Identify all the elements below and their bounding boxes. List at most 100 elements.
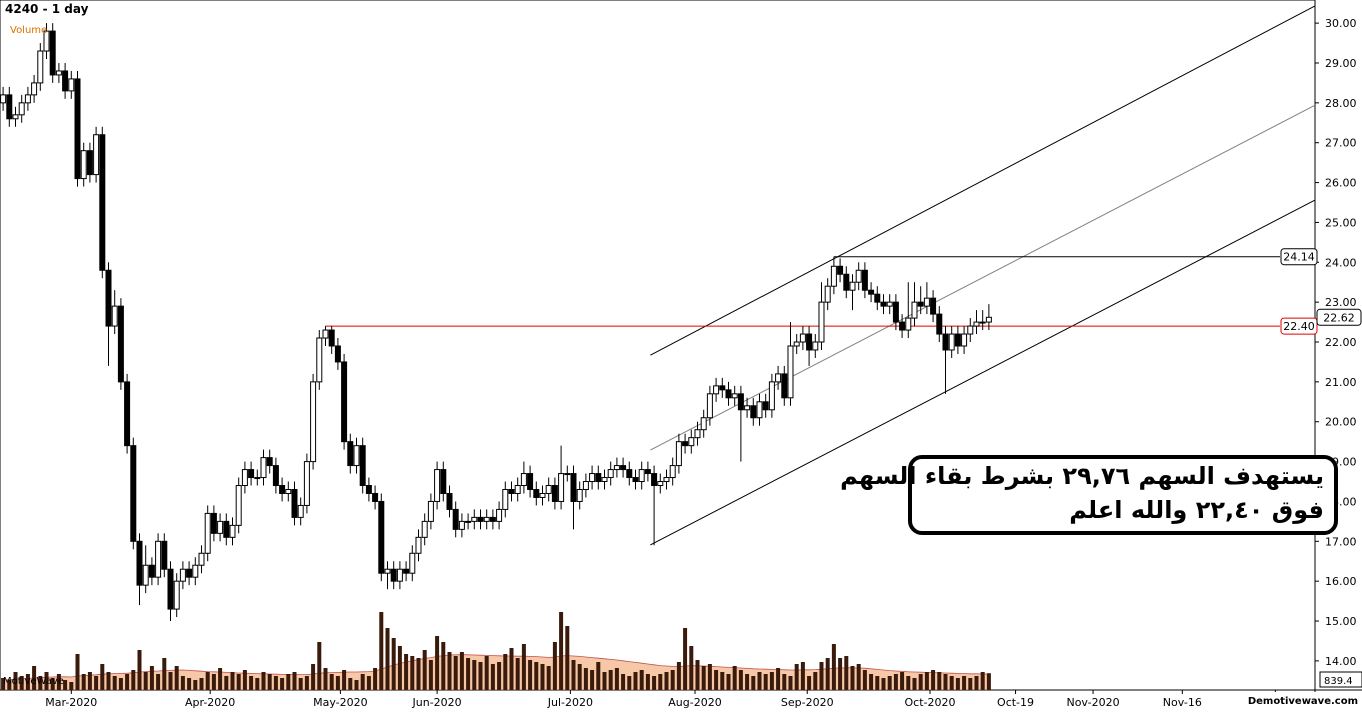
y-tick-label: 25.00: [1325, 216, 1357, 229]
volume-bar: [255, 678, 260, 690]
volume-bar: [838, 658, 843, 690]
candle-body: [334, 345, 341, 363]
volume-bar: [714, 670, 719, 690]
candle-body: [527, 473, 534, 490]
candle-body: [341, 361, 348, 443]
candle-body: [6, 94, 13, 120]
volume-bar: [937, 672, 942, 690]
candle-body: [18, 102, 25, 116]
candle-body: [272, 465, 279, 487]
plot-frame: [0, 0, 1316, 691]
candle-body: [496, 508, 503, 522]
volume-bar: [831, 644, 836, 690]
candle-body: [905, 317, 912, 331]
volume-bar: [317, 642, 322, 690]
trend-line: [650, 199, 1315, 546]
candle-body: [93, 134, 100, 176]
volume-bar: [69, 682, 74, 690]
volume-bar: [676, 662, 681, 690]
volume-bar: [825, 658, 830, 690]
candle-body: [111, 305, 118, 327]
volume-bar: [459, 652, 464, 690]
candle-body: [68, 78, 75, 92]
candle-body: [651, 473, 658, 487]
volume-bar: [106, 672, 111, 690]
volume-bar: [726, 674, 731, 690]
plot: [0, 5, 1315, 690]
volume-bar: [292, 672, 297, 690]
volume-bar: [280, 678, 285, 690]
candle-body: [124, 381, 131, 447]
volume-bar: [906, 676, 911, 690]
candle-body: [161, 540, 168, 570]
candle-body: [409, 552, 416, 574]
volume-bar: [478, 662, 483, 690]
volume-bar: [931, 670, 936, 690]
x-tick-label: Oct-2020: [904, 696, 955, 709]
watermark-bg: [1235, 692, 1362, 712]
volume-bar: [218, 668, 223, 690]
volume-bar: [497, 662, 502, 690]
volume-bar: [187, 678, 192, 690]
candle-body: [210, 512, 217, 534]
candle-body: [917, 301, 924, 307]
volume-bar: [949, 676, 954, 690]
candle-body: [719, 385, 726, 391]
volume-bar: [87, 672, 92, 690]
y-tick-label: 30.00: [1325, 17, 1357, 30]
volume-bar: [447, 652, 452, 690]
candle-body: [285, 488, 292, 494]
candle-body: [861, 269, 868, 291]
x-tick-label: May-2020: [313, 696, 368, 709]
y-tick-label: 24.00: [1325, 256, 1357, 269]
candle-body: [316, 337, 323, 383]
candle-body: [217, 520, 224, 534]
candle-body: [0, 94, 7, 104]
candle-body: [12, 114, 19, 120]
volume-bar: [986, 673, 991, 690]
candle-body: [452, 508, 459, 530]
candle-body: [502, 488, 509, 510]
volume-bar: [918, 674, 923, 690]
volume-bar: [180, 676, 185, 690]
volume-bar: [924, 672, 929, 690]
candle-body: [384, 568, 391, 574]
annotation: يستهدف السهم ٢٩,٧٦ بشرط بقاء السهم فوق ٢…: [840, 455, 1338, 535]
candle-body: [458, 520, 465, 530]
volume-bar: [335, 676, 340, 690]
candle-body: [266, 457, 273, 467]
y-tick-label: 14.00: [1325, 655, 1357, 668]
candle-body: [80, 150, 87, 180]
candle-body: [669, 465, 676, 479]
x-tick-label: Jul-2020: [547, 696, 593, 709]
volume-bar: [397, 646, 402, 690]
volume-bar: [7, 680, 12, 690]
volume-bar: [286, 674, 291, 690]
volume-bar: [540, 664, 545, 690]
volume-bar: [819, 662, 824, 690]
trend-line: [650, 5, 1315, 356]
candle-body: [198, 552, 205, 566]
volume-bar: [645, 674, 650, 690]
volume-bar: [410, 656, 415, 690]
candle-body: [775, 373, 782, 383]
volume-bar: [267, 674, 272, 690]
x-tick-label: Oct-19: [997, 696, 1034, 709]
candle-body: [688, 437, 695, 447]
candle-body: [706, 393, 713, 419]
candle-body: [483, 516, 490, 522]
candle-body: [694, 429, 701, 439]
volume-bar: [776, 668, 781, 690]
volume-bar: [962, 676, 967, 690]
volume-bar: [1, 678, 6, 690]
volume-bar: [881, 678, 886, 690]
candle-body: [892, 301, 899, 323]
y-tick-label: 16.00: [1325, 575, 1357, 588]
volume-bar: [807, 676, 812, 690]
candle-body: [322, 329, 329, 339]
candle-body: [942, 333, 949, 351]
last-volume-box: [1319, 671, 1362, 688]
candle-body: [477, 516, 484, 522]
watermark: Demotivewave.com: [1248, 696, 1358, 707]
volume-bar: [763, 674, 768, 690]
